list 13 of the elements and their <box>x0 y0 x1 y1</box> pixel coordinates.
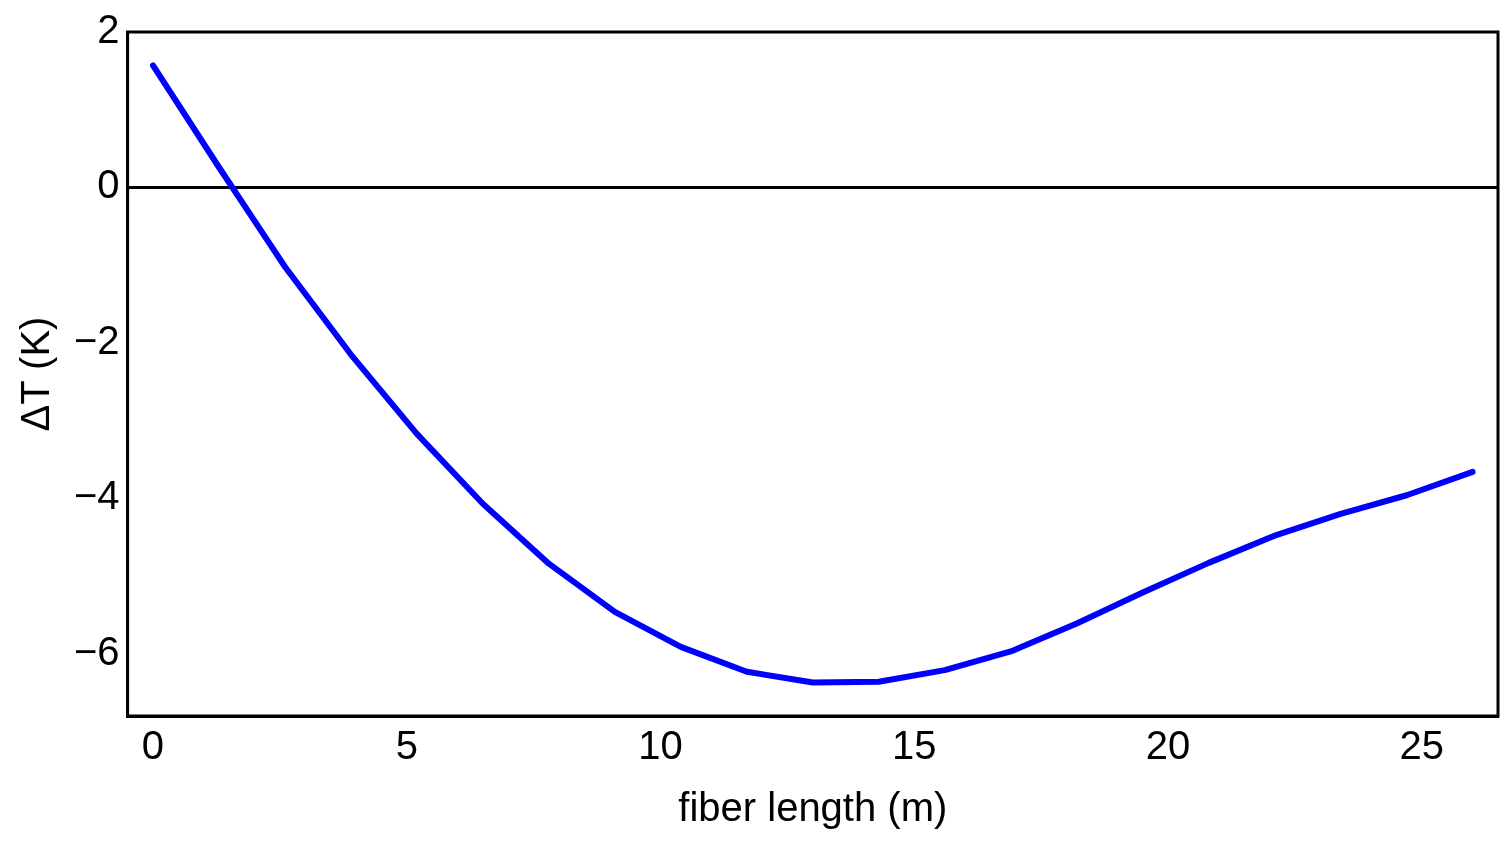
y-tick-label: −2 <box>74 317 120 362</box>
x-axis-title: fiber length (m) <box>678 785 948 830</box>
x-tick-label: 20 <box>1145 723 1191 768</box>
y-tick-label: −6 <box>74 628 120 673</box>
y-tick-label: 0 <box>97 162 120 207</box>
y-axis-title: ΔT (K) <box>13 316 58 432</box>
x-tick-label: 0 <box>141 723 165 768</box>
x-tick-label: 25 <box>1399 723 1445 768</box>
x-tick-label: 5 <box>395 723 418 768</box>
y-tick-label: 2 <box>97 7 120 52</box>
y-tick-label: −4 <box>74 473 120 518</box>
x-tick-label: 15 <box>892 723 937 768</box>
x-tick-label: 10 <box>638 723 683 768</box>
